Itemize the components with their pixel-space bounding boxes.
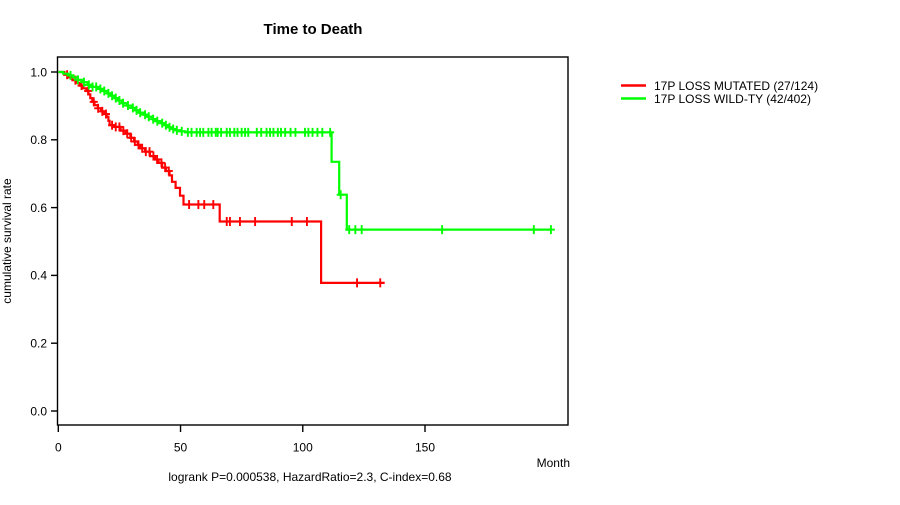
y-tick-label: 0.8: [30, 133, 47, 147]
x-axis-label: Month: [537, 456, 570, 470]
y-axis-label: cumulative survival rate: [0, 178, 14, 304]
legend-label-wildtype: 17P LOSS WILD-TY (42/402): [654, 92, 811, 106]
chart-title: Time to Death: [264, 21, 363, 38]
axis-ticks: 0 50 100 150 0.0 0.2 0.4 0.6 0.8 1.0: [30, 65, 435, 454]
x-tick-label: 100: [293, 441, 313, 455]
y-tick-label: 0.0: [30, 404, 47, 418]
legend: 17P LOSS MUTATED (27/124) 17P LOSS WILD-…: [621, 79, 818, 106]
footer-stats: logrank P=0.000538, HazardRatio=2.3, C-i…: [168, 470, 452, 484]
x-tick-label: 0: [55, 441, 62, 455]
y-tick-label: 0.6: [30, 201, 47, 215]
y-tick-label: 0.4: [30, 269, 47, 283]
legend-label-mutated: 17P LOSS MUTATED (27/124): [654, 79, 818, 93]
km-curve: [58, 70, 385, 284]
y-tick-label: 1.0: [30, 65, 47, 79]
km-curve: [58, 70, 552, 231]
x-tick-label: 50: [174, 441, 188, 455]
survival-curves: [58, 70, 555, 288]
y-tick-label: 0.2: [30, 337, 47, 351]
x-tick-label: 150: [415, 441, 435, 455]
plot-box: [56, 56, 569, 426]
